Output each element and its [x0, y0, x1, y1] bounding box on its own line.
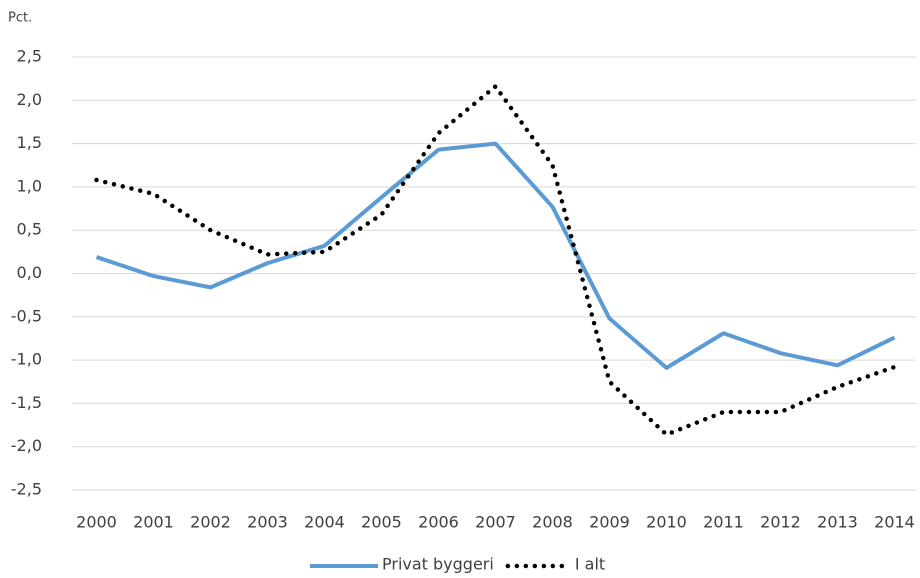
x-tick-label: 2010	[646, 513, 687, 532]
y-tick-label: -2,5	[11, 480, 42, 499]
x-tick-label: 2003	[247, 513, 288, 532]
y-tick-label: -1,0	[11, 350, 42, 369]
x-tick-label: 2009	[589, 513, 630, 532]
y-tick-label: 0,0	[17, 263, 42, 282]
y-tick-label: 1,0	[17, 176, 42, 195]
x-tick-label: 2011	[703, 513, 744, 532]
x-tick-label: 2012	[760, 513, 801, 532]
x-tick-label: 2013	[817, 513, 858, 532]
y-tick-label: -2,0	[11, 436, 42, 455]
x-tick-label: 2008	[532, 513, 573, 532]
x-tick-label: 2014	[874, 513, 915, 532]
x-tick-label: 2000	[76, 513, 117, 532]
y-tick-label: 0,5	[17, 220, 42, 239]
x-tick-label: 2002	[190, 513, 231, 532]
legend-label: Privat byggeri	[382, 555, 494, 574]
series-line	[95, 141, 896, 370]
series-line	[94, 83, 897, 438]
y-tick-label: 1,5	[17, 133, 42, 152]
legend-label: I alt	[575, 555, 605, 574]
x-tick-label: 2007	[475, 513, 516, 532]
x-tick-label: 2006	[418, 513, 459, 532]
y-tick-label: 2,5	[17, 47, 42, 66]
y-tick-label: -1,5	[11, 393, 42, 412]
y-tick-label: -0,5	[11, 306, 42, 325]
y-tick-label: 2,0	[17, 90, 42, 109]
x-tick-label: 2001	[133, 513, 174, 532]
x-tick-label: 2005	[361, 513, 402, 532]
y-axis-label: Pct.	[8, 11, 32, 26]
x-tick-label: 2004	[304, 513, 345, 532]
